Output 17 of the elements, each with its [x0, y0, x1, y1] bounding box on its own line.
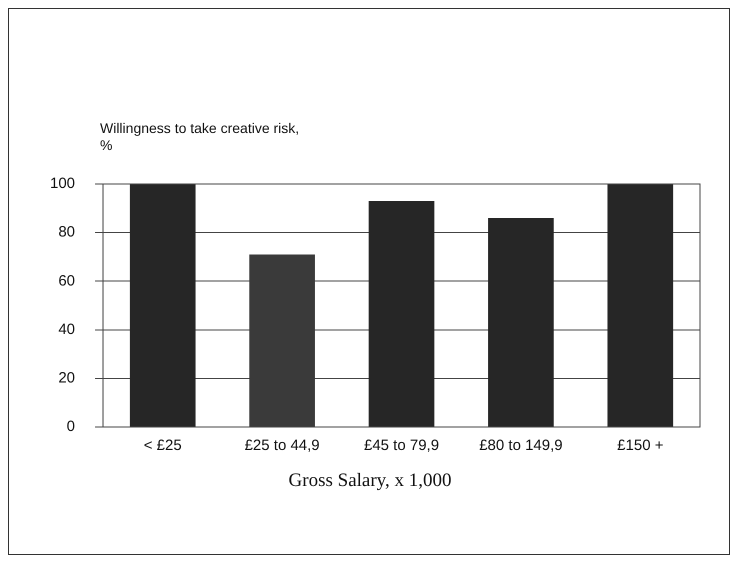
y-tick-label: 0: [66, 418, 76, 436]
bar: [368, 201, 434, 426]
bar: [607, 184, 674, 426]
bar: [130, 184, 196, 426]
x-tick-label: £45 to 79,9: [364, 437, 440, 454]
x-tick-label: £25 to 44,9: [244, 437, 320, 454]
y-axis-title: Willingness to take creative risk, %: [100, 120, 300, 154]
x-tick-label: £150 +: [617, 437, 664, 454]
bar: [488, 218, 554, 426]
x-axis-title: Gross Salary, x 1,000: [288, 470, 452, 492]
y-tick-label: 100: [50, 175, 76, 192]
y-tick-label: 80: [58, 224, 76, 241]
x-tick-label: £80 to 149,9: [479, 437, 563, 454]
y-tick-label: 20: [58, 370, 76, 387]
y-tick-label: 60: [58, 272, 76, 290]
y-tick-label: 40: [58, 320, 76, 338]
x-tick-label: < £25: [144, 437, 182, 454]
